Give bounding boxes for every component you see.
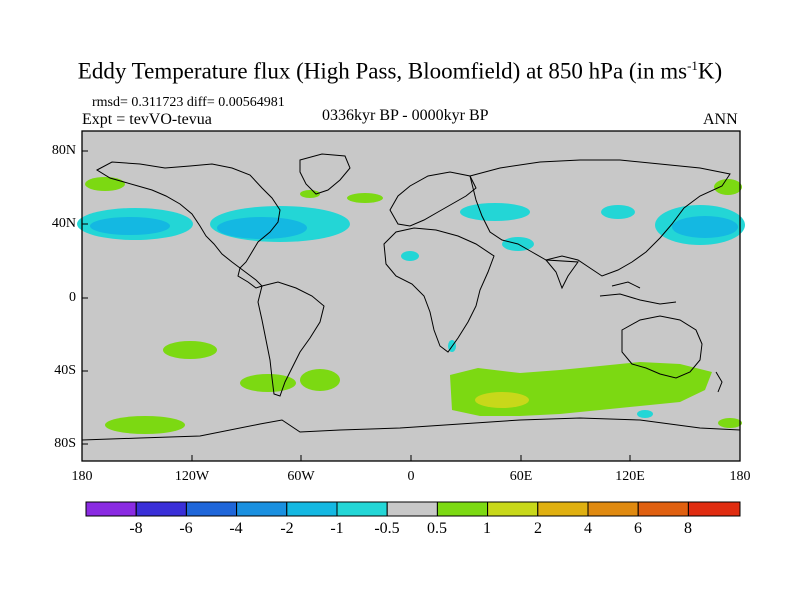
colorbar-box-8	[487, 501, 539, 517]
field-south-america	[240, 374, 296, 392]
field-greenland-east	[347, 193, 383, 203]
anomaly-fields	[77, 177, 745, 434]
season-label: ANN	[703, 111, 738, 128]
field-alaska	[85, 177, 125, 191]
coastlines	[81, 153, 741, 441]
colorbar-label: -2	[280, 520, 294, 537]
colorbar-box-5	[336, 501, 388, 517]
title-superscript: -1	[687, 58, 698, 73]
lon-label-180-west: 180	[71, 469, 93, 484]
title-main: Eddy Temperature flux (High Pass, Bloomf…	[77, 58, 688, 84]
colorbar-box-7	[436, 501, 489, 517]
colorbar-label: -6	[179, 520, 193, 537]
lat-label-40n: 40N	[51, 216, 76, 231]
colorbar-label: 6	[634, 520, 642, 537]
colorbar-label: 2	[534, 520, 542, 537]
lon-label-180-east: 180	[729, 469, 751, 484]
colorbar-box-12	[687, 501, 741, 517]
colorbar-label: -1	[330, 520, 344, 537]
colorbar-box-2	[185, 501, 238, 517]
lat-label-80s: 80S	[54, 436, 76, 451]
colorbar-box-6	[386, 501, 438, 517]
stats-text: rmsd= 0.311723 diff= 0.00564981	[92, 95, 285, 110]
coast-europe	[389, 171, 477, 227]
lat-label-40s: 40S	[54, 363, 76, 378]
colorbar-label: 4	[584, 520, 592, 537]
colorbar-box-4	[286, 501, 338, 517]
field-northeast-pacific	[714, 179, 742, 195]
field-central-asia	[460, 203, 530, 221]
colorbar-label: 0.5	[427, 520, 447, 537]
coast-north-america	[95, 161, 281, 269]
lon-label-60e: 60E	[509, 469, 533, 484]
plot-title: Eddy Temperature flux (High Pass, Bloomf…	[0, 58, 800, 85]
field-north-pacific-west-core	[672, 216, 738, 238]
colorbar-label: 1	[483, 520, 491, 537]
colorbar	[85, 501, 741, 517]
colorbar-box-9	[537, 501, 589, 517]
coast-africa	[383, 227, 495, 353]
coast-asia	[469, 159, 731, 277]
coast-australia	[621, 315, 703, 379]
experiment-label: Expt = tevVO-tevua	[82, 111, 212, 128]
lat-label-80n: 80N	[51, 143, 76, 158]
colorbar-box-10	[587, 501, 639, 517]
field-southern-ocean-small	[637, 410, 653, 418]
lon-label-120w: 120W	[174, 469, 210, 484]
field-greenland-west	[300, 190, 320, 198]
field-north-america-core	[217, 217, 307, 239]
lon-label-60w: 60W	[287, 469, 315, 484]
colorbar-label: 8	[684, 520, 692, 537]
coast-indonesia	[599, 281, 677, 305]
colorbar-box-11	[637, 501, 689, 517]
field-south-atlantic	[300, 369, 340, 391]
coast-antarctica	[81, 417, 741, 441]
field-antarctic-east	[718, 418, 742, 428]
lat-label-equator: 0	[69, 290, 76, 305]
field-north-africa	[401, 251, 419, 261]
colorbar-label: -4	[229, 520, 243, 537]
colorbar-label: -8	[129, 520, 143, 537]
colorbar-label: -0.5	[374, 520, 400, 537]
period-label: 0336kyr BP - 0000kyr BP	[322, 107, 489, 124]
field-antarctic-pacific	[105, 416, 185, 434]
field-north-atlantic-west-core	[90, 217, 170, 235]
field-southern-indian-ocean-core	[475, 392, 529, 408]
colorbar-box-1	[135, 501, 187, 517]
title-end: K)	[697, 58, 723, 84]
lon-label-0: 0	[407, 469, 415, 484]
colorbar-box-0	[85, 501, 137, 517]
colorbar-box-3	[236, 501, 288, 517]
axis-ticks	[82, 150, 631, 461]
field-south-pacific	[163, 341, 217, 359]
field-east-asia	[601, 205, 635, 219]
coast-new-zealand	[715, 371, 723, 393]
coast-greenland	[299, 153, 351, 195]
coast-central-america	[237, 267, 263, 289]
coast-south-america	[257, 281, 325, 397]
coast-india	[544, 259, 579, 290]
lon-label-120e: 120E	[615, 469, 645, 484]
